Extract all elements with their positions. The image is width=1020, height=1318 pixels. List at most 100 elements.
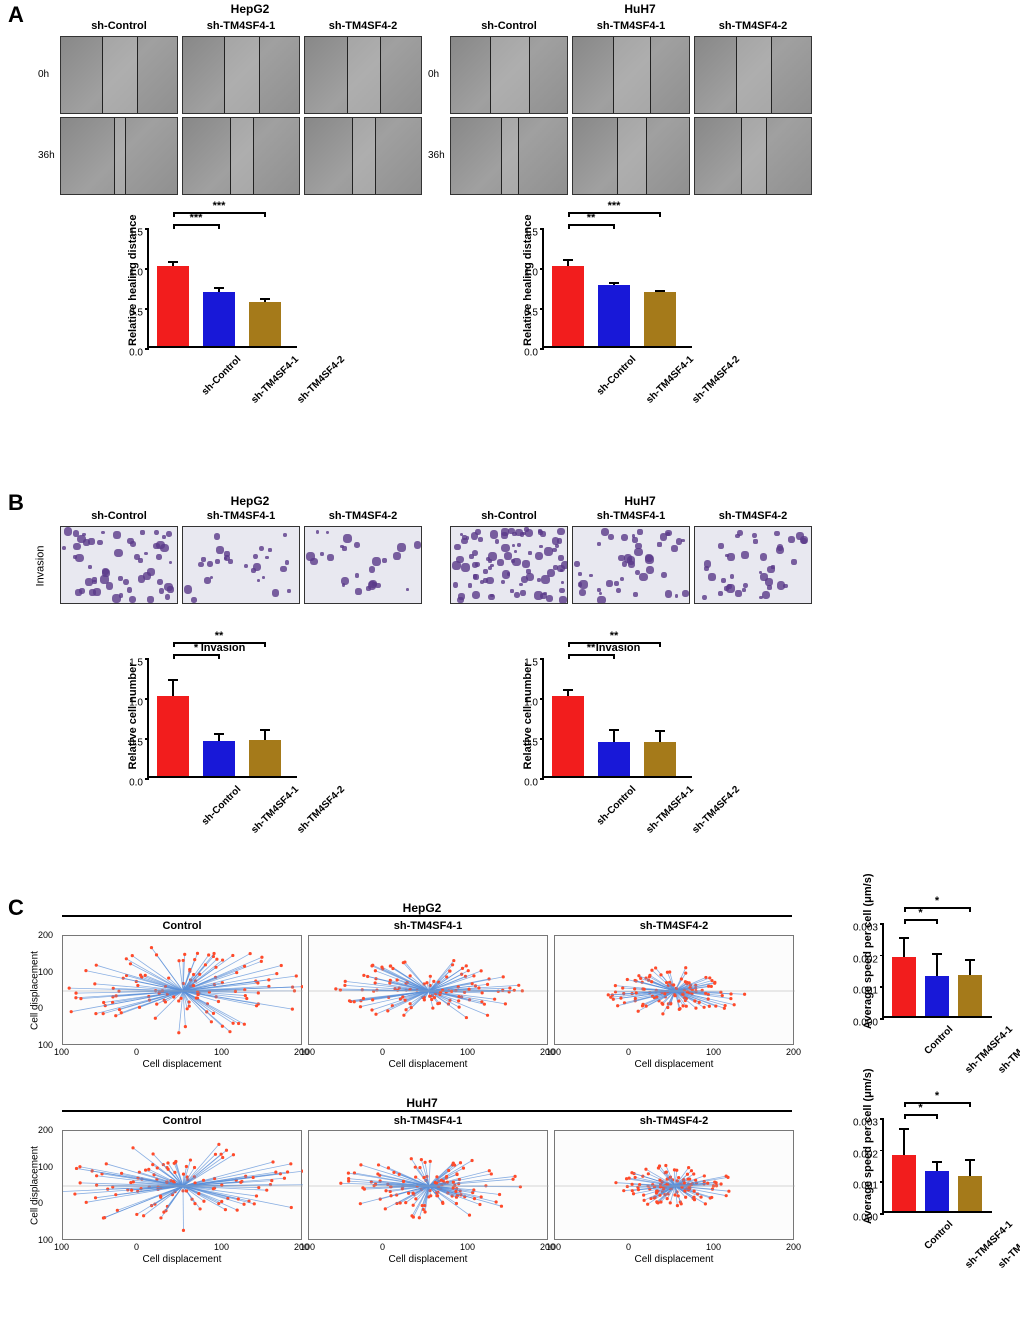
wound-gap bbox=[114, 118, 126, 194]
dispersal-title: Control bbox=[63, 1115, 301, 1127]
bar bbox=[958, 975, 982, 1016]
disp-x-tick: 200 bbox=[786, 1242, 801, 1252]
dispersal-title: sh-TM4SF4-1 bbox=[309, 920, 547, 932]
invasion-micrograph bbox=[450, 526, 568, 604]
significance-label: *** bbox=[604, 200, 624, 212]
chart-title: Invasion bbox=[149, 642, 297, 654]
invasion-micrograph bbox=[182, 526, 300, 604]
wound-gap bbox=[352, 118, 376, 194]
disp-x-tick: 0 bbox=[626, 1242, 631, 1252]
disp-x-tick: 0 bbox=[380, 1047, 385, 1057]
bar bbox=[552, 266, 584, 346]
invasion-micrograph bbox=[304, 526, 422, 604]
bar bbox=[203, 741, 235, 776]
group-header: sh-TM4SF4-1 bbox=[182, 510, 300, 522]
x-tick-label: sh-TM4SF4-1 bbox=[644, 354, 696, 406]
y-axis-label: Relative cell number bbox=[127, 656, 139, 776]
disp-y-tick: 200 bbox=[38, 930, 53, 940]
bar-chart: Invasion***0.00.51.01.5Relative cell num… bbox=[105, 640, 315, 830]
x-tick-label: sh-TM4SF4-1 bbox=[249, 354, 301, 406]
dispersal-title: sh-TM4SF4-2 bbox=[555, 1115, 793, 1127]
disp-x-tick: 0 bbox=[380, 1242, 385, 1252]
significance-label: *** bbox=[186, 212, 206, 224]
dispersal-title: Control bbox=[63, 920, 301, 932]
disp-x-label: Cell displacement bbox=[132, 1254, 232, 1265]
y-axis-label: Average speed per cell (μm/s) bbox=[862, 909, 874, 1029]
y-axis-label: Average speed per cell (μm/s) bbox=[862, 1104, 874, 1224]
significance-label: *** bbox=[209, 200, 229, 212]
wound-micrograph bbox=[60, 36, 178, 114]
disp-x-tick: 0 bbox=[626, 1047, 631, 1057]
wound-gap bbox=[102, 37, 138, 113]
disp-x-tick: 100 bbox=[214, 1047, 229, 1057]
wound-micrograph bbox=[572, 117, 690, 195]
wound-gap bbox=[741, 118, 767, 194]
significance-label: ** bbox=[209, 630, 229, 642]
dispersal-title: sh-TM4SF4-2 bbox=[555, 920, 793, 932]
disp-x-tick: 0 bbox=[134, 1242, 139, 1252]
error-bar bbox=[172, 680, 174, 696]
error-bar bbox=[613, 730, 615, 741]
dispersal-title: sh-TM4SF4-1 bbox=[309, 1115, 547, 1127]
disp-y-label: Cell displacement bbox=[30, 946, 41, 1036]
wound-gap bbox=[490, 37, 530, 113]
dispersal-plot: sh-TM4SF4-1 bbox=[308, 1130, 548, 1240]
group-header: sh-Control bbox=[60, 20, 178, 32]
x-tick-label: sh-TM4SF4-1 bbox=[249, 784, 301, 836]
disp-x-tick: 100 bbox=[214, 1242, 229, 1252]
bar bbox=[598, 285, 630, 346]
chart-area: ****** bbox=[147, 228, 297, 348]
y-tick-label: 0.0 bbox=[105, 778, 143, 789]
significance-label: ** bbox=[581, 642, 601, 654]
disp-x-label: Cell displacement bbox=[132, 1059, 232, 1070]
error-bar bbox=[936, 1162, 938, 1172]
bar bbox=[644, 292, 676, 346]
bar-chart: ******0.00.51.01.5Relative healing dista… bbox=[105, 210, 315, 400]
wound-gap bbox=[613, 37, 651, 113]
invasion-micrograph bbox=[694, 526, 812, 604]
disp-x-tick: 200 bbox=[786, 1047, 801, 1057]
group-header: sh-TM4SF4-2 bbox=[694, 510, 812, 522]
chart-area: Invasion*** bbox=[147, 658, 297, 778]
x-tick-label: sh-Control bbox=[200, 784, 244, 828]
error-bar bbox=[969, 960, 971, 976]
invasion-micrograph bbox=[60, 526, 178, 604]
cell-line-header: HepG2 bbox=[180, 494, 320, 508]
bar bbox=[249, 740, 281, 776]
wound-gap bbox=[736, 37, 772, 113]
disp-x-tick: 100 bbox=[460, 1047, 475, 1057]
bar bbox=[892, 1155, 916, 1211]
significance-label: * bbox=[911, 907, 931, 919]
wound-micrograph bbox=[304, 36, 422, 114]
wound-micrograph bbox=[694, 117, 812, 195]
dispersal-plot: Control bbox=[62, 935, 302, 1045]
x-tick-label: sh-Control bbox=[595, 354, 639, 398]
group-header: sh-TM4SF4-1 bbox=[572, 510, 690, 522]
bar bbox=[157, 696, 189, 776]
bar bbox=[644, 742, 676, 776]
disp-x-tick: 100 bbox=[460, 1242, 475, 1252]
y-tick-label: 0.0 bbox=[500, 778, 538, 789]
y-axis-label: Relative healing distance bbox=[522, 226, 534, 346]
wound-micrograph bbox=[450, 117, 568, 195]
x-tick-label: sh-TM4SF4-2 bbox=[690, 354, 742, 406]
error-bar bbox=[659, 731, 661, 742]
dispersal-plot: sh-TM4SF4-2 bbox=[554, 1130, 794, 1240]
significance-label: ** bbox=[581, 212, 601, 224]
error-bar bbox=[903, 938, 905, 957]
panel-letter-c: C bbox=[8, 895, 24, 921]
disp-x-tick: 0 bbox=[134, 1047, 139, 1057]
wound-gap bbox=[347, 37, 381, 113]
wound-gap bbox=[224, 37, 260, 113]
panel-letter-a: A bbox=[8, 2, 24, 28]
x-tick-label: sh-Control bbox=[595, 784, 639, 828]
disp-x-tick: 100 bbox=[706, 1047, 721, 1057]
error-bar bbox=[903, 1129, 905, 1154]
bar bbox=[157, 266, 189, 346]
x-tick-label: Control bbox=[922, 1219, 955, 1252]
y-axis-label: Relative cell number bbox=[522, 656, 534, 776]
wound-micrograph bbox=[450, 36, 568, 114]
dispersal-plot: Control bbox=[62, 1130, 302, 1240]
x-tick-label: sh-TM4SF4-2 bbox=[690, 784, 742, 836]
group-header: sh-Control bbox=[450, 510, 568, 522]
